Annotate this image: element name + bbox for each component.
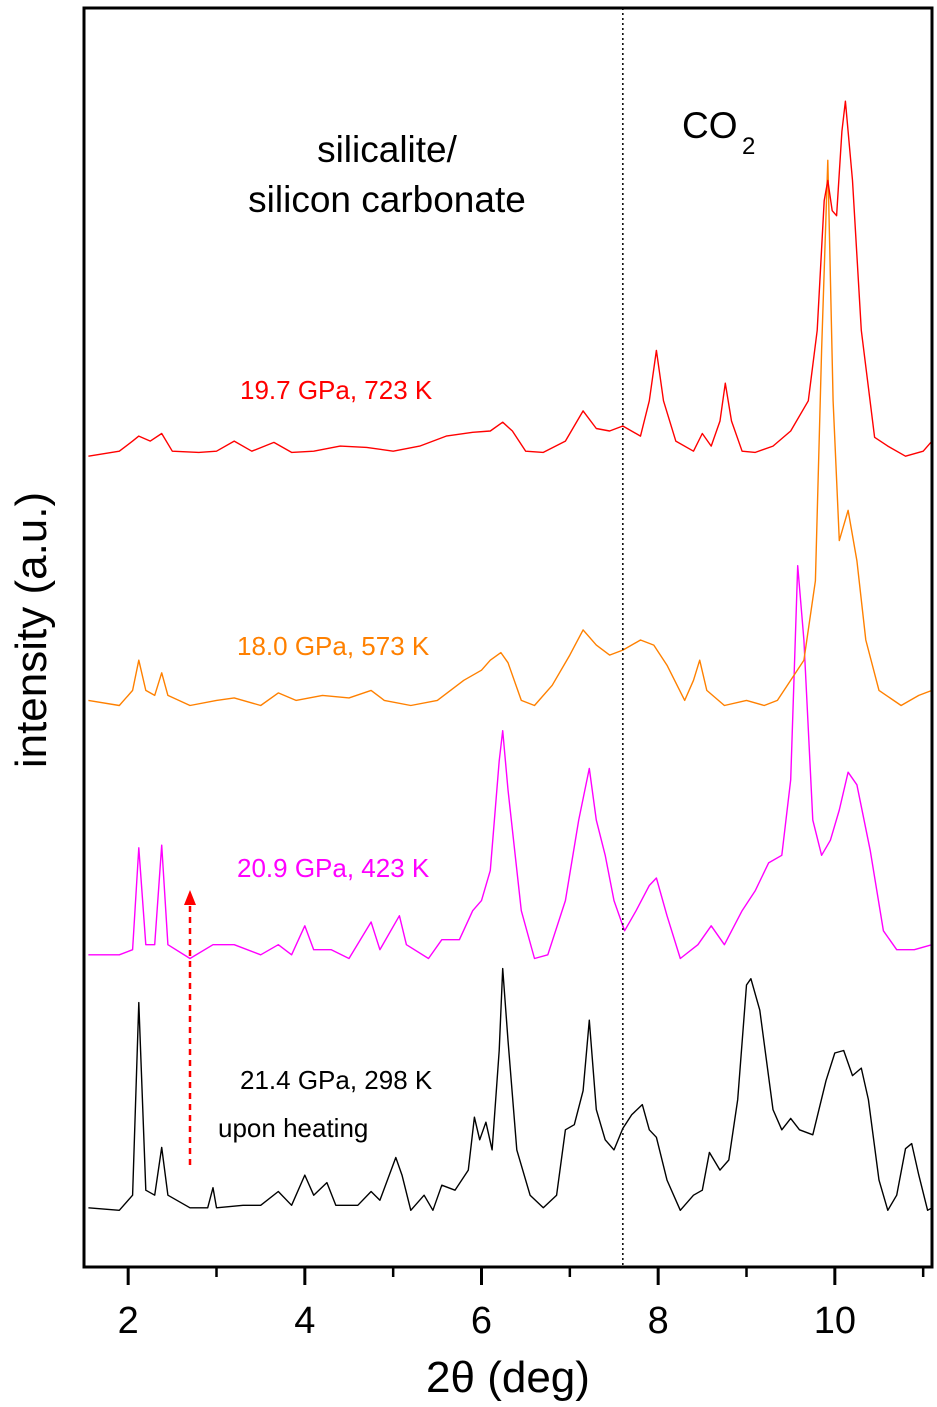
x-axis-ticks: 2 4 6 8 10 — [118, 1267, 925, 1342]
series-label-orange: 18.0 GPa, 573 K — [237, 631, 430, 661]
series-label-red: 19.7 GPa, 723 K — [240, 375, 433, 405]
series-label-magenta: 20.9 GPa, 423 K — [237, 853, 430, 883]
x-tick-label: 4 — [294, 1300, 315, 1342]
phase-label-line2: silicon carbonate — [248, 179, 526, 220]
phase-label-line1: silicalite/ — [317, 129, 458, 170]
curves-layer — [88, 100, 933, 1211]
x-tick-label: 10 — [814, 1300, 856, 1342]
x-tick-label: 6 — [471, 1300, 492, 1342]
plot-frame — [82, 6, 934, 1269]
series-line-20-9-gpa-423-k — [88, 565, 933, 960]
series-line-18-0-gpa-573-k — [88, 159, 933, 707]
x-tick-label: 8 — [648, 1300, 669, 1342]
heating-arrow-icon — [184, 890, 196, 905]
x-tick-label: 2 — [118, 1300, 139, 1342]
series-line-19-7-gpa-723-k — [88, 100, 933, 457]
heating-note: upon heating — [218, 1113, 368, 1143]
series-line-21-4-gpa-298-k — [88, 967, 933, 1211]
y-axis-title: intensity (a.u.) — [7, 492, 56, 768]
co2-subscript: 2 — [742, 133, 755, 160]
series-label-black: 21.4 GPa, 298 K — [240, 1065, 433, 1095]
co2-label: CO — [682, 105, 738, 146]
x-axis-title: 2θ (deg) — [426, 1353, 590, 1402]
